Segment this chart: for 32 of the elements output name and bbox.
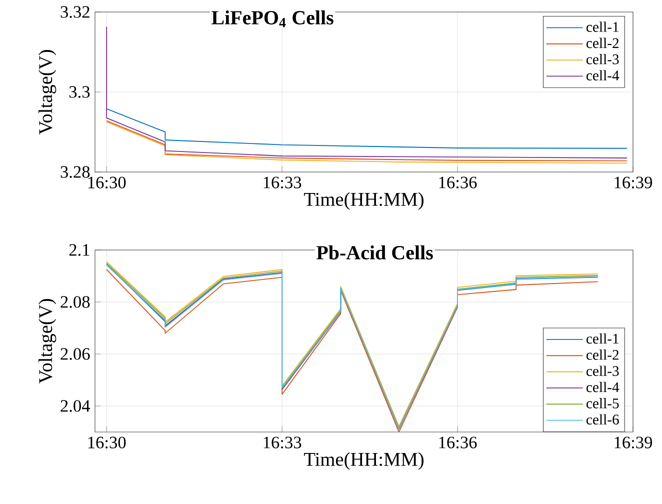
legend-label: cell-2: [586, 38, 619, 48]
legend-label: cell-6: [586, 414, 619, 425]
x-axis-title: Time(HH:MM): [304, 192, 424, 210]
chart-title: Pb-Acid Cells: [316, 245, 433, 260]
x-tick-label: 16:39: [614, 176, 652, 188]
x-tick-label: 16:33: [264, 436, 302, 448]
x-tick-label: 16:36: [439, 436, 477, 448]
y-tick-label: 3.28: [60, 166, 90, 178]
y-tick-label: 2.04: [60, 400, 90, 412]
x-tick-label: 16:33: [264, 176, 302, 188]
legend-label: cell-4: [586, 70, 620, 80]
line-series: [106, 108, 628, 149]
legend-label: cell-4: [586, 382, 620, 392]
x-tick-label: 16:30: [88, 436, 126, 448]
y-axis-title: Voltage(V): [38, 299, 56, 384]
legend-label: cell-1: [586, 22, 618, 32]
legend-label: cell-5: [586, 398, 619, 408]
legend-label: cell-3: [586, 54, 619, 64]
x-tick-label: 16:30: [88, 176, 126, 188]
legend-label: cell-2: [586, 350, 619, 360]
y-tick-label: 2.1: [69, 244, 90, 256]
x-axis-title: Time(HH:MM): [304, 452, 424, 470]
chart-title: LiFePO$_{4}$ Cells: [212, 10, 334, 28]
legend-label: cell-1: [586, 333, 618, 344]
y-tick-label: 2.08: [60, 296, 90, 308]
x-tick-label: 16:36: [439, 176, 477, 188]
x-tick-label: 16:39: [614, 436, 652, 448]
y-tick-label: 2.06: [60, 348, 90, 360]
y-tick-label: 3.32: [60, 6, 90, 18]
y-tick-label: 3.3: [69, 86, 90, 98]
y-axis-title: Voltage(V): [38, 50, 56, 135]
legend-label: cell-3: [586, 366, 619, 376]
